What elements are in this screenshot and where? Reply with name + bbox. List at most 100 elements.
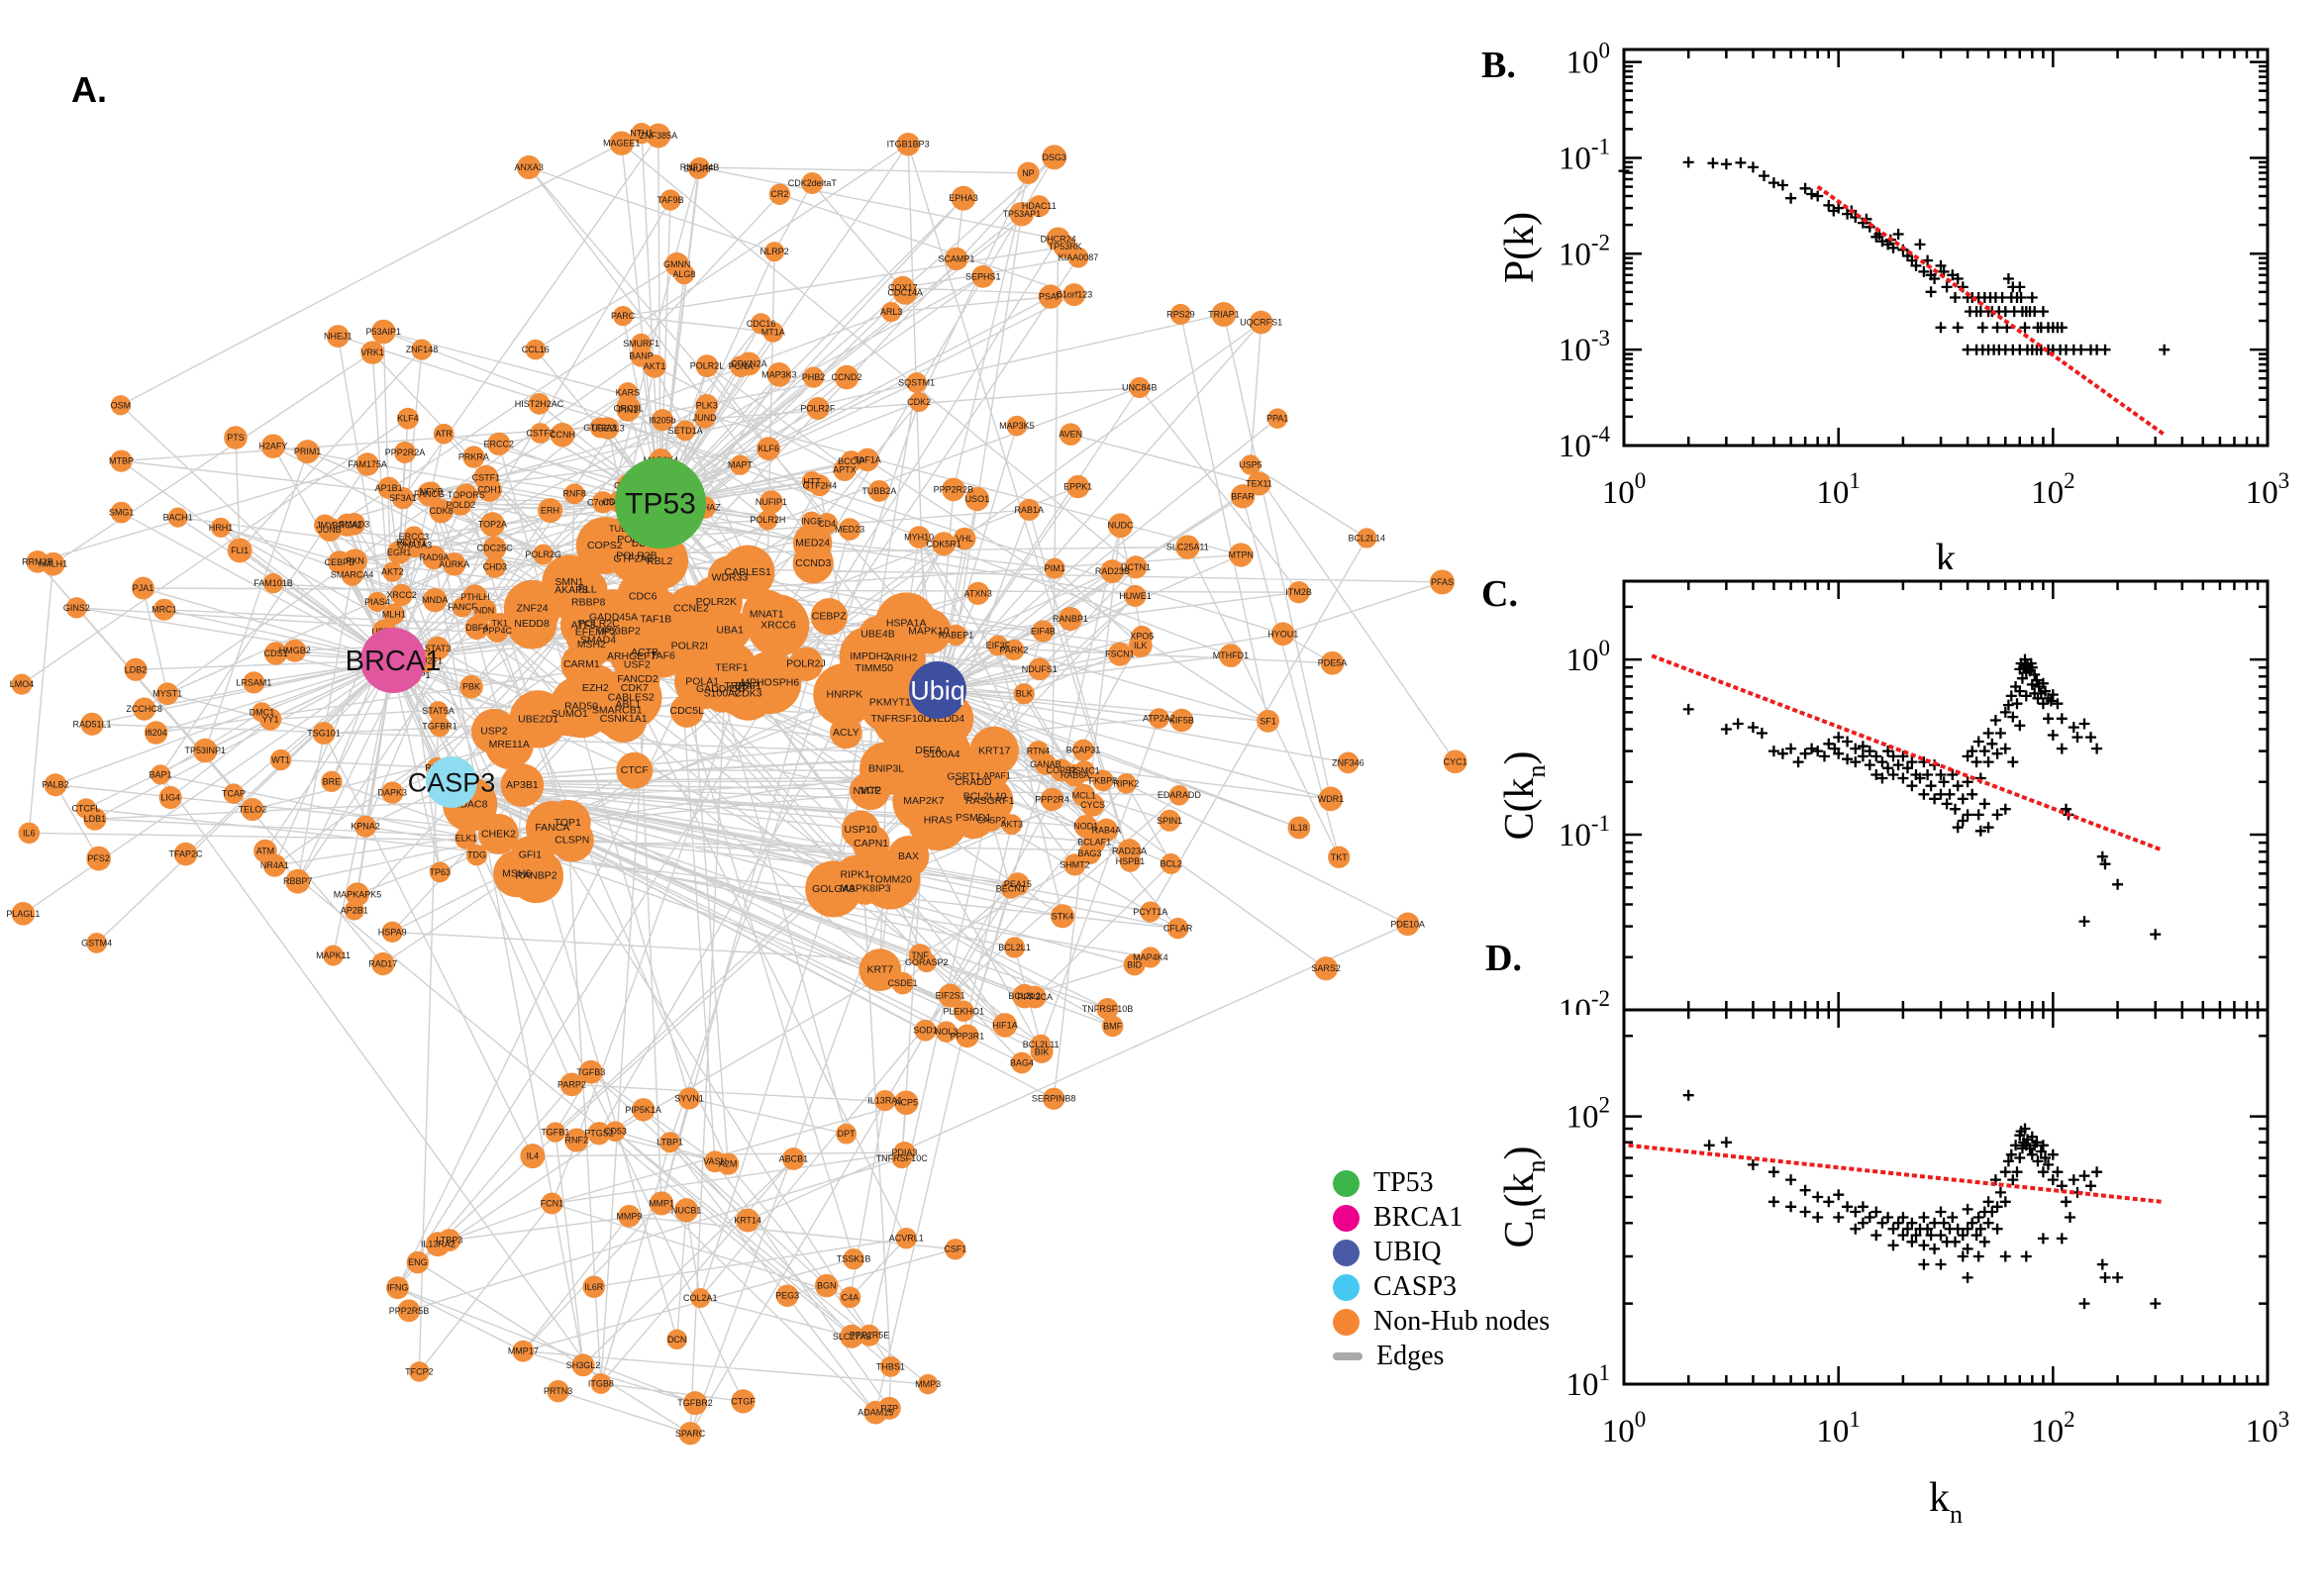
network-node bbox=[964, 486, 989, 512]
network-node-label: ZNF346 bbox=[1332, 757, 1364, 767]
tick-label: 10-1 bbox=[1559, 811, 1610, 853]
network-node bbox=[674, 420, 696, 442]
network-node bbox=[690, 1288, 711, 1309]
network-node-label: IL4 bbox=[527, 1151, 540, 1161]
network-node-label: AURKA bbox=[439, 559, 469, 569]
network-node-label: TAF6 bbox=[651, 650, 675, 662]
network-node bbox=[659, 189, 681, 211]
network-node-label: NLRP2 bbox=[760, 247, 789, 256]
network-node-label: UBE4B bbox=[860, 629, 894, 641]
network-node-label: GADD45G bbox=[696, 683, 746, 695]
network-node-label: CDC25C bbox=[477, 544, 514, 553]
network-node-label: ING5 bbox=[801, 516, 822, 526]
network-node bbox=[582, 1275, 605, 1298]
network-node bbox=[1270, 622, 1295, 647]
network-node-label: FSCN1 bbox=[1105, 649, 1135, 659]
network-node bbox=[366, 591, 388, 612]
network-node bbox=[867, 479, 890, 502]
network-node-label: C4A bbox=[842, 1292, 859, 1302]
network-node-label: PPP2R4 bbox=[1035, 794, 1069, 804]
network-node bbox=[110, 501, 133, 524]
network-node bbox=[1062, 283, 1086, 307]
network-node-label: VRK1 bbox=[360, 348, 384, 357]
network-node-label: MYST1 bbox=[152, 689, 182, 699]
network-node bbox=[482, 536, 507, 560]
network-node bbox=[1175, 535, 1200, 559]
network-node-label: CLSPN bbox=[555, 835, 589, 847]
network-node-label: PTS bbox=[227, 433, 245, 443]
network-node-label: CCND3 bbox=[795, 557, 831, 569]
network-node-label: CDK3 bbox=[735, 687, 762, 699]
network-node bbox=[879, 1355, 901, 1377]
network-node bbox=[651, 409, 674, 432]
network-node-label: CDK7 bbox=[621, 682, 649, 694]
network-node-label: CASP2 bbox=[977, 816, 1007, 826]
network-node-label: EIF3F bbox=[986, 641, 1011, 650]
network-node-label: TOP1 bbox=[555, 817, 581, 829]
network-node-label: IL6 bbox=[23, 828, 36, 838]
hub-node-brca1 bbox=[360, 628, 426, 693]
network-node bbox=[1328, 846, 1351, 868]
network-node-label: CCNE2 bbox=[673, 602, 709, 614]
network-node-label: NUFIP1 bbox=[756, 497, 787, 507]
network-node-label: CDK2 bbox=[907, 397, 931, 407]
network-node-label: COPB2 bbox=[1047, 765, 1077, 775]
network-node-label: TOPORS bbox=[448, 490, 485, 500]
network-node-label: BRE bbox=[323, 776, 342, 786]
network-node bbox=[587, 1122, 611, 1146]
network-node bbox=[285, 868, 311, 894]
network-node-label: ADAM15 bbox=[858, 1408, 893, 1418]
network-node bbox=[720, 545, 775, 600]
network-node-label: USP5 bbox=[1239, 459, 1262, 469]
network-node-label: BAG3 bbox=[1077, 848, 1101, 858]
network-node-label: HIF1A bbox=[992, 1020, 1018, 1030]
network-node bbox=[428, 701, 449, 722]
network-node-label: PZP bbox=[880, 1403, 898, 1413]
network-node-label: SH3GL2 bbox=[566, 1360, 601, 1370]
network-node bbox=[932, 532, 957, 556]
network-node-label: TP53AP1 bbox=[1003, 209, 1042, 219]
network-node-label: P53AIP1 bbox=[365, 327, 401, 337]
network-node-label: IL6R bbox=[584, 1282, 604, 1292]
network-node-label: GADD45A bbox=[589, 612, 638, 624]
network-node bbox=[1140, 901, 1162, 923]
network-node bbox=[1229, 543, 1254, 567]
network-node bbox=[1211, 302, 1237, 328]
network-node-label: BAP1 bbox=[150, 769, 172, 779]
tick-label: 10-2 bbox=[1559, 986, 1610, 1015]
network-node-label: XRCC6 bbox=[760, 620, 796, 632]
legend-item-casp3: CASP3 bbox=[1333, 1271, 1550, 1302]
network-node-label: ILK bbox=[1134, 641, 1148, 650]
network-node-label: RASGRF1 bbox=[965, 795, 1015, 807]
network-node bbox=[1429, 569, 1455, 595]
network-node-label: POLR2H bbox=[750, 515, 785, 525]
network-node bbox=[843, 1247, 864, 1270]
network-node bbox=[1166, 917, 1189, 940]
network-node-label: NDUFS1 bbox=[1022, 664, 1058, 674]
network-node bbox=[465, 844, 488, 866]
network-node bbox=[613, 305, 634, 327]
network-node bbox=[370, 319, 396, 345]
network-node-label: ITGB1BP3 bbox=[887, 140, 930, 150]
network-node-label: HTT bbox=[803, 476, 821, 486]
network-node bbox=[1003, 937, 1026, 958]
network-node-label: STAT5A bbox=[422, 706, 454, 716]
network-node-label: HRAS bbox=[924, 815, 953, 827]
network-node-label: CSTF1 bbox=[472, 472, 501, 482]
network-node bbox=[193, 738, 218, 763]
network-node bbox=[650, 1191, 674, 1216]
network-node bbox=[891, 1147, 912, 1169]
network-node-label: NEDD8 bbox=[514, 618, 550, 630]
network-node-label: PPP2R5E bbox=[850, 1331, 890, 1341]
network-node-label: SMARCA4 bbox=[331, 569, 374, 579]
network-node-label: MPHOSPH6 bbox=[741, 677, 799, 689]
network-node bbox=[836, 1123, 858, 1145]
network-node-label: CEBPZ bbox=[812, 611, 848, 623]
network-node bbox=[1012, 983, 1037, 1009]
network-node-label: CDC6 bbox=[629, 591, 657, 603]
network-node bbox=[1074, 815, 1098, 839]
legend-item-label: BRCA1 bbox=[1373, 1202, 1464, 1233]
network-node bbox=[1123, 953, 1146, 976]
network-node-label: CDC16 bbox=[747, 319, 776, 329]
